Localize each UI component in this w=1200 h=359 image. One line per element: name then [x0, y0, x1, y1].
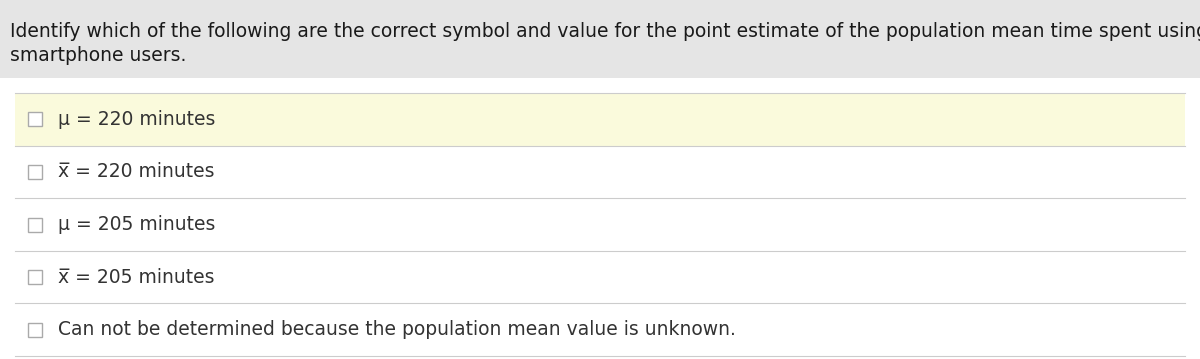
FancyBboxPatch shape: [28, 112, 42, 126]
FancyBboxPatch shape: [28, 270, 42, 284]
Text: x̅ = 205 minutes: x̅ = 205 minutes: [58, 267, 215, 286]
Text: Can not be determined because the population mean value is unknown.: Can not be determined because the popula…: [58, 320, 736, 339]
Bar: [14, 303, 1186, 356]
Text: smartphone users.: smartphone users.: [10, 46, 186, 65]
Bar: [14, 146, 1186, 198]
Text: Identify which of the following are the correct symbol and value for the point e: Identify which of the following are the …: [10, 22, 1200, 41]
Bar: [14, 198, 1186, 251]
Text: μ = 205 minutes: μ = 205 minutes: [58, 215, 215, 234]
FancyBboxPatch shape: [28, 218, 42, 232]
Bar: [14, 93, 1186, 146]
Bar: [14, 251, 1186, 303]
Text: x̅ = 220 minutes: x̅ = 220 minutes: [58, 162, 215, 181]
Bar: [0, 0, 1200, 78]
Text: μ = 220 minutes: μ = 220 minutes: [58, 110, 215, 129]
FancyBboxPatch shape: [28, 323, 42, 337]
FancyBboxPatch shape: [28, 165, 42, 179]
